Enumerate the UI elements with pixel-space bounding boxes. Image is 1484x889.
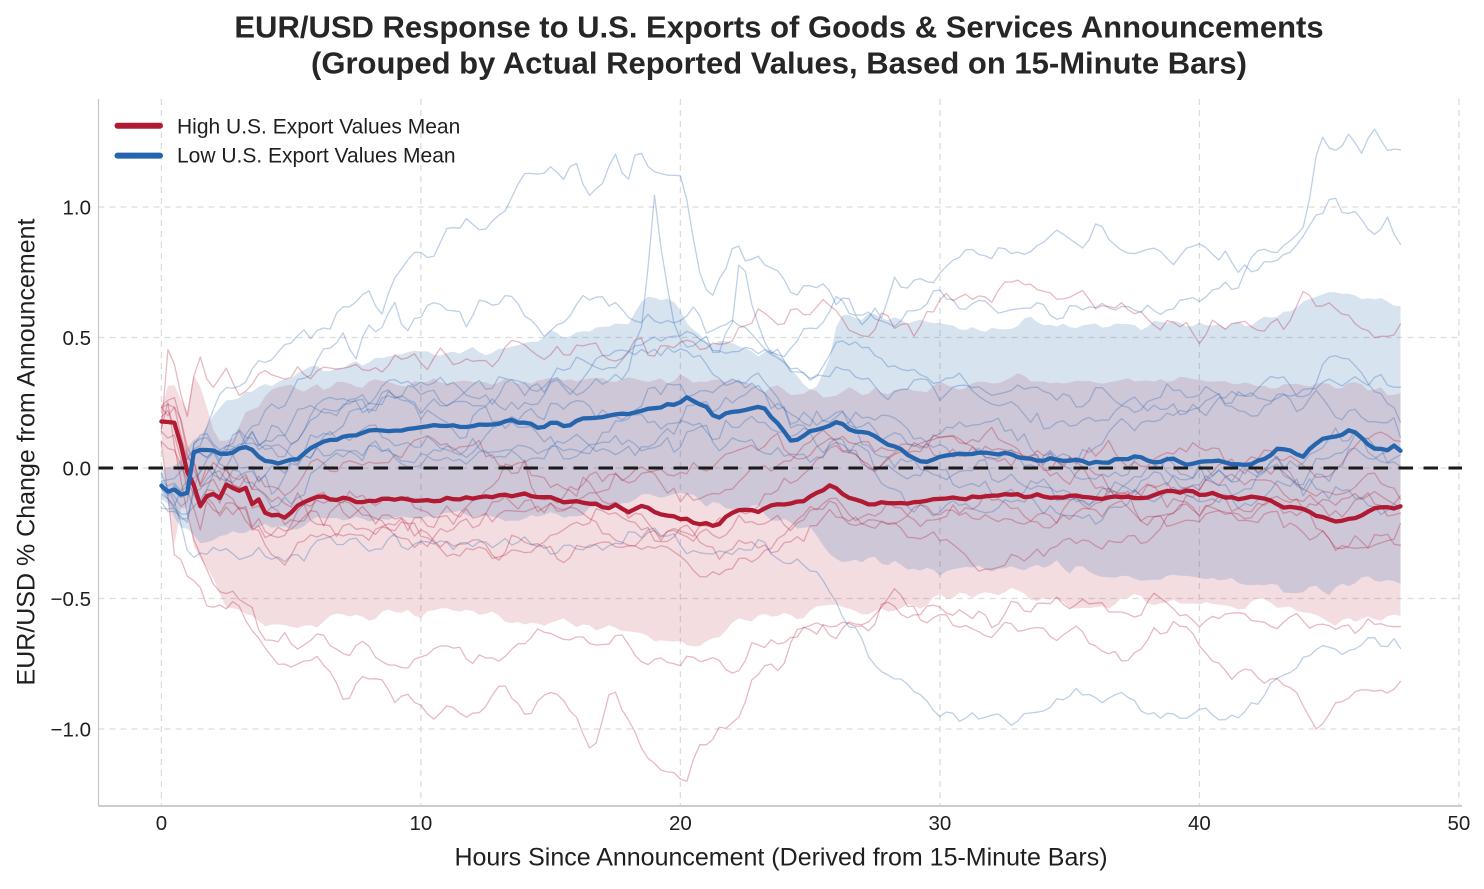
svg-text:20: 20 — [669, 812, 692, 835]
svg-text:50: 50 — [1447, 812, 1470, 835]
svg-text:30: 30 — [928, 812, 951, 835]
svg-text:1.0: 1.0 — [63, 197, 92, 220]
svg-text:EUR/USD % Change from Announce: EUR/USD % Change from Announcement — [13, 219, 41, 686]
svg-text:−1.0: −1.0 — [51, 719, 91, 742]
svg-text:0: 0 — [156, 812, 167, 835]
svg-text:(Grouped by Actual Reported Va: (Grouped by Actual Reported Values, Base… — [311, 46, 1247, 81]
svg-text:High U.S. Export Values Mean: High U.S. Export Values Mean — [177, 116, 460, 139]
svg-text:Low U.S. Export Values Mean: Low U.S. Export Values Mean — [177, 145, 456, 168]
svg-text:−0.5: −0.5 — [51, 588, 91, 611]
svg-text:10: 10 — [409, 812, 432, 835]
svg-text:Hours Since Announcement (Deri: Hours Since Announcement (Derived from 1… — [454, 844, 1107, 872]
svg-text:0.0: 0.0 — [63, 458, 92, 481]
svg-text:EUR/USD Response to U.S. Expor: EUR/USD Response to U.S. Exports of Good… — [234, 10, 1323, 45]
svg-text:0.5: 0.5 — [63, 327, 92, 350]
svg-text:40: 40 — [1188, 812, 1211, 835]
